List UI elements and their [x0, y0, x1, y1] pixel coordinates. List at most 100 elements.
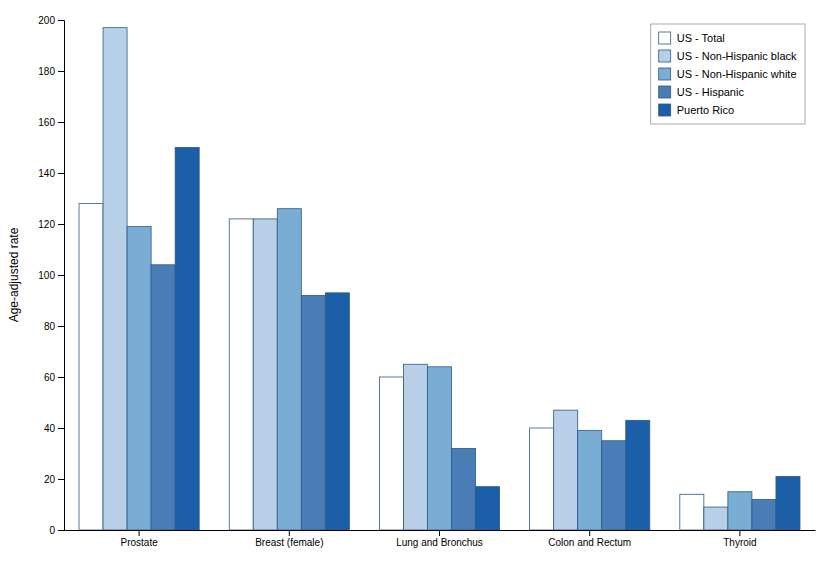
bar-series — [103, 28, 728, 530]
legend-label: US - Non-Hispanic white — [677, 68, 797, 80]
y-tick: 120 — [38, 219, 64, 230]
bar — [379, 377, 403, 530]
chart: 0 20 40 60 80 100 120 140 160 180 200 Prostate Breas… — [0, 0, 835, 570]
y-tick-label: 20 — [44, 474, 56, 485]
bars — [79, 28, 800, 530]
bar — [175, 148, 199, 531]
y-tick: 60 — [44, 372, 64, 383]
legend-frame — [651, 24, 805, 124]
legend-swatch — [659, 32, 671, 44]
legend: US - Total US - Non-Hispanic black US - No… — [651, 24, 805, 124]
bar — [680, 494, 704, 530]
legend-item: US - Hispanic — [659, 86, 745, 98]
legend-swatch — [659, 104, 671, 116]
bar — [427, 367, 451, 530]
y-tick: 80 — [44, 321, 64, 332]
legend-label: Puerto Rico — [677, 104, 734, 116]
y-tick-mark — [58, 173, 64, 174]
x-tick: Prostate — [120, 530, 158, 548]
bar — [530, 428, 554, 530]
bar — [403, 364, 427, 530]
legend-swatch — [659, 86, 671, 98]
y-tick: 0 — [49, 525, 64, 536]
legend-item: Puerto Rico — [659, 104, 734, 116]
bar-series — [151, 265, 776, 530]
legend-item: US - Non-Hispanic white — [659, 68, 797, 80]
y-tick-mark — [58, 428, 64, 429]
bar — [554, 410, 578, 530]
bar — [602, 441, 626, 530]
y-tick-mark — [58, 530, 64, 531]
y-tick: 140 — [38, 168, 64, 179]
bar — [151, 265, 175, 530]
y-axis: 0 20 40 60 80 100 120 140 160 180 200 — [38, 15, 64, 536]
x-tick-mark — [289, 530, 290, 536]
bar — [253, 219, 277, 530]
x-tick: Breast (female) — [255, 530, 323, 548]
y-axis-title: Age-adjusted rate — [7, 227, 21, 322]
y-tick: 180 — [38, 66, 64, 77]
x-tick-label: Thyroid — [723, 537, 756, 548]
x-tick-mark — [139, 530, 140, 536]
bar — [277, 209, 301, 530]
bar — [79, 204, 103, 530]
bar — [229, 219, 253, 530]
y-tick-label: 60 — [44, 372, 56, 383]
bar — [103, 28, 127, 530]
legend-label: US - Total — [677, 32, 725, 44]
bar — [476, 487, 500, 530]
bar — [752, 499, 776, 530]
y-tick-label: 100 — [38, 270, 55, 281]
x-axis: Prostate Breast (female) Lung and Bronchus… — [65, 530, 816, 548]
bar — [728, 492, 752, 530]
legend-item: US - Non-Hispanic black — [659, 50, 797, 62]
y-tick-mark — [58, 71, 64, 72]
x-tick-mark — [439, 530, 440, 536]
x-tick: Lung and Bronchus — [396, 530, 483, 548]
y-tick-label: 0 — [49, 525, 55, 536]
bar-series — [127, 209, 752, 530]
y-tick: 100 — [38, 270, 64, 281]
legend-label: US - Non-Hispanic black — [677, 50, 797, 62]
y-tick: 200 — [38, 15, 64, 26]
bar — [325, 293, 349, 530]
legend-label: US - Hispanic — [677, 86, 745, 98]
legend-item: US - Total — [659, 32, 725, 44]
y-tick-mark — [58, 224, 64, 225]
legend-swatch — [659, 68, 671, 80]
x-tick-label: Colon and Rectum — [548, 537, 631, 548]
y-tick-label: 40 — [44, 423, 56, 434]
bar — [776, 476, 800, 530]
bar-series — [79, 204, 704, 530]
plot: 0 20 40 60 80 100 120 140 160 180 200 Prostate Breas… — [7, 15, 816, 548]
y-tick-mark — [58, 326, 64, 327]
x-tick-mark — [739, 530, 740, 536]
x-tick: Thyroid — [723, 530, 756, 548]
y-tick: 20 — [44, 474, 64, 485]
y-tick: 160 — [38, 117, 64, 128]
y-tick-mark — [58, 479, 64, 480]
x-tick-label: Prostate — [120, 537, 158, 548]
bar-series — [175, 148, 800, 531]
y-tick-label: 200 — [38, 15, 55, 26]
y-tick-label: 120 — [38, 219, 55, 230]
y-tick-mark — [58, 377, 64, 378]
x-tick-mark — [589, 530, 590, 536]
y-axis-line — [58, 21, 65, 531]
bar — [452, 448, 476, 530]
y-tick-mark — [58, 20, 64, 21]
y-tick-label: 80 — [44, 321, 56, 332]
x-tick-label: Breast (female) — [255, 537, 323, 548]
y-tick-label: 180 — [38, 66, 55, 77]
bar — [301, 295, 325, 530]
bar — [127, 227, 151, 530]
y-tick: 40 — [44, 423, 64, 434]
legend-items: US - Total US - Non-Hispanic black US - No… — [659, 32, 797, 116]
y-tick-mark — [58, 122, 64, 123]
y-tick-label: 160 — [38, 117, 55, 128]
x-tick: Colon and Rectum — [548, 530, 631, 548]
y-tick-label: 140 — [38, 168, 55, 179]
bar — [578, 431, 602, 530]
x-tick-label: Lung and Bronchus — [396, 537, 483, 548]
bar — [704, 507, 728, 530]
